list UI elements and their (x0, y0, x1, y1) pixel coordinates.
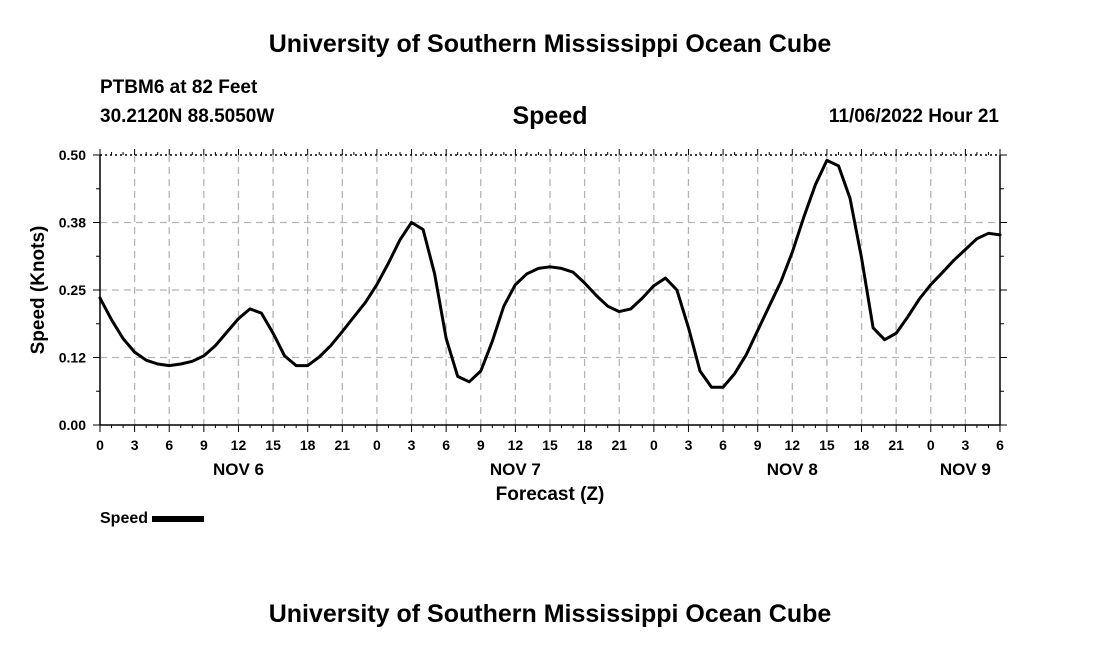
x-day-label: NOV 9 (940, 460, 991, 479)
x-tick-label: 3 (131, 437, 139, 453)
x-day-label: NOV 7 (490, 460, 541, 479)
datetime-label: 11/06/2022 Hour 21 (828, 106, 999, 127)
x-tick-label: 6 (442, 437, 450, 453)
speed-line (98, 158, 1002, 389)
x-tick-label: 6 (719, 437, 727, 453)
station-label: PTBM6 at 82 Feet (100, 77, 258, 98)
chart-title-bottom: University of Southern Mississippi Ocean… (268, 600, 832, 628)
grid-lines (100, 155, 1000, 425)
x-day-label: NOV 6 (213, 460, 264, 479)
speed-chart: 0 3 6 9 12 15 18 21 0 3 6 9 12 15 18 21 0 3 6 9 12 15 18 21 0 3 6N… (28, 147, 1007, 505)
x-tick-label: 15 (542, 437, 558, 453)
x-tick-label: 9 (477, 437, 485, 453)
legend-label: Speed (100, 510, 149, 527)
x-tick-label: 18 (854, 437, 870, 453)
y-axis-label: Speed (Knots) (28, 226, 49, 355)
y-tick-label: 0.25 (59, 282, 86, 298)
y-tick-label: 0.38 (59, 215, 86, 231)
x-tick-label: 0 (96, 437, 104, 453)
x-tick-label: 6 (996, 437, 1004, 453)
chart-title-top: University of Southern Mississippi Ocean… (268, 30, 832, 58)
x-tick-label: 12 (508, 437, 524, 453)
legend-swatch (152, 515, 205, 522)
x-tick-label: 9 (200, 437, 208, 453)
y-tick-label: 0.00 (59, 417, 86, 433)
x-tick-label: 0 (373, 437, 381, 453)
y-tick-label: 0.12 (59, 350, 86, 366)
x-tick-label: 12 (785, 437, 801, 453)
x-tick-label: 9 (754, 437, 762, 453)
coordinates-label: 30.2120N 88.5050W (100, 106, 275, 127)
x-tick-label: 0 (650, 437, 658, 453)
x-tick-label: 3 (408, 437, 416, 453)
x-tick-label: 0 (927, 437, 935, 453)
y-tick-label: 0.50 (59, 147, 86, 163)
x-tick-label: 15 (819, 437, 835, 453)
x-tick-label: 18 (300, 437, 316, 453)
series-title: Speed (512, 102, 588, 130)
x-axis-label: Forecast (Z) (496, 484, 605, 505)
ticks (93, 149, 1007, 432)
x-tick-label: 3 (961, 437, 969, 453)
x-tick-label: 12 (231, 437, 247, 453)
tick-labels: 0 3 6 9 12 15 18 21 0 3 6 9 12 15 18 21 0 3 6 9 12 15 18 21 0 3 6N… (59, 147, 1004, 479)
x-tick-label: 21 (335, 437, 351, 453)
x-tick-label: 21 (611, 437, 627, 453)
x-tick-label: 18 (577, 437, 593, 453)
x-tick-label: 15 (265, 437, 281, 453)
x-tick-label: 6 (165, 437, 173, 453)
x-day-label: NOV 8 (767, 460, 818, 479)
x-tick-label: 3 (685, 437, 693, 453)
x-tick-label: 21 (888, 437, 904, 453)
legend: Speed (100, 510, 205, 528)
